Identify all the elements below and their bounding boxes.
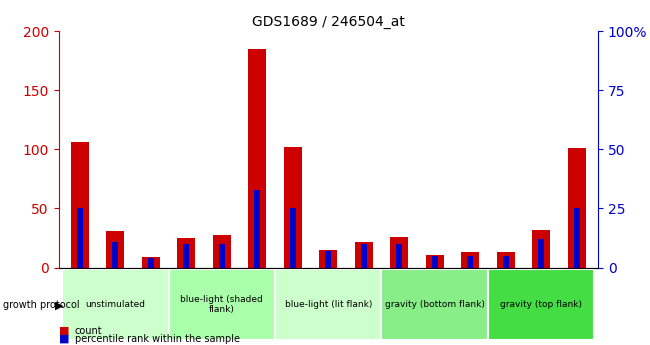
Title: GDS1689 / 246504_at: GDS1689 / 246504_at [252, 14, 405, 29]
Bar [432, 256, 438, 268]
Bar [148, 258, 154, 268]
Bar [248, 49, 266, 268]
Bar [502, 256, 509, 268]
Bar [290, 208, 296, 268]
Text: ■: ■ [58, 326, 69, 335]
Text: gravity (bottom flank): gravity (bottom flank) [385, 300, 485, 309]
Bar [254, 189, 261, 268]
Bar [391, 237, 408, 268]
Bar [538, 239, 544, 268]
Bar [532, 230, 550, 268]
Bar [361, 244, 367, 268]
Bar [284, 147, 302, 268]
Bar [573, 208, 580, 268]
Bar [568, 148, 586, 268]
Bar [77, 208, 83, 268]
Text: blue-light (lit flank): blue-light (lit flank) [285, 300, 372, 309]
Bar [426, 255, 443, 268]
Bar [107, 231, 124, 268]
Text: ■: ■ [58, 334, 69, 344]
Text: ▶: ▶ [55, 300, 64, 310]
Bar [112, 241, 118, 268]
Bar [497, 252, 515, 268]
FancyBboxPatch shape [62, 269, 168, 340]
Bar [355, 241, 372, 268]
FancyBboxPatch shape [382, 269, 488, 340]
FancyBboxPatch shape [168, 269, 275, 340]
Bar [396, 244, 402, 268]
Bar [142, 257, 160, 268]
Text: growth protocol: growth protocol [3, 300, 80, 310]
Bar [467, 256, 473, 268]
Text: gravity (top flank): gravity (top flank) [500, 300, 582, 309]
Bar [213, 235, 231, 268]
Bar [218, 244, 225, 268]
Bar [319, 250, 337, 268]
Bar [462, 252, 479, 268]
Text: unstimulated: unstimulated [85, 300, 146, 309]
FancyBboxPatch shape [488, 269, 595, 340]
Bar [183, 244, 189, 268]
Bar [177, 238, 195, 268]
FancyBboxPatch shape [275, 269, 382, 340]
Text: count: count [75, 326, 103, 335]
Text: percentile rank within the sample: percentile rank within the sample [75, 334, 240, 344]
Bar [325, 251, 332, 268]
Text: blue-light (shaded
flank): blue-light (shaded flank) [181, 295, 263, 314]
Bar [71, 142, 88, 268]
